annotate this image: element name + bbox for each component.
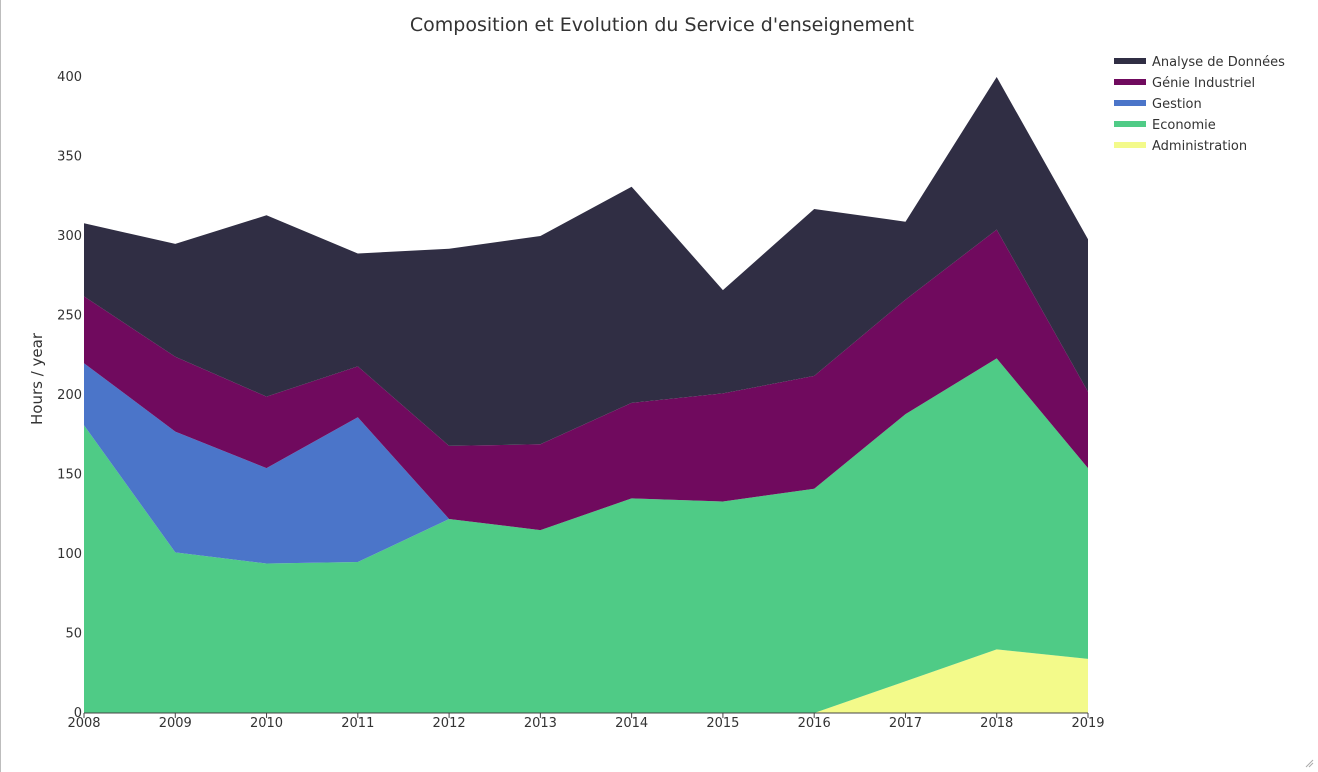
page-left-border [0, 0, 1, 772]
area-gestion[interactable] [84, 358, 1088, 564]
area-genie-industriel[interactable] [84, 229, 1088, 531]
y-tick-label: 300 [57, 229, 82, 244]
legend-item-economie[interactable]: Economie [1114, 118, 1216, 133]
y-tick-label: 0 [74, 706, 82, 721]
area-analyse-de-donnees[interactable] [84, 77, 1088, 446]
legend-label: Génie Industriel [1152, 76, 1255, 91]
legend-item-analyse-de-donnees[interactable]: Analyse de Données [1114, 55, 1285, 70]
y-tick-label: 100 [57, 547, 82, 562]
legend-swatch [1114, 58, 1146, 64]
x-tick-label: 2015 [706, 716, 739, 731]
legend-swatch [1114, 121, 1146, 127]
y-tick-label: 250 [57, 309, 82, 324]
x-tick-label: 2012 [433, 716, 466, 731]
resize-grip-icon[interactable] [1304, 758, 1314, 768]
area-layers [84, 77, 1088, 713]
x-tick-label: 2014 [615, 716, 648, 731]
x-tick-label: 2009 [159, 716, 192, 731]
x-tick-label: 2016 [798, 716, 831, 731]
legend-label: Economie [1152, 118, 1216, 133]
x-tick-label: 2008 [67, 716, 100, 731]
y-tick-label: 150 [57, 468, 82, 483]
y-axis-title: Hours / year [28, 332, 46, 425]
y-axis-ticks: 0 50 100 150 200 250 300 350 400 [57, 70, 82, 721]
x-tick-label: 2019 [1071, 716, 1104, 731]
legend: Analyse de Données Génie Industriel Gestio… [1114, 55, 1285, 154]
x-tick-label: 2017 [889, 716, 922, 731]
legend-swatch [1114, 79, 1146, 85]
y-tick-label: 400 [57, 70, 82, 85]
y-tick-label: 50 [65, 627, 82, 642]
legend-item-gestion[interactable]: Gestion [1114, 97, 1202, 112]
legend-swatch [1114, 100, 1146, 106]
area-economie[interactable] [84, 358, 1088, 713]
x-tick-label: 2013 [524, 716, 557, 731]
legend-label: Administration [1152, 139, 1247, 154]
x-tick-label: 2010 [250, 716, 283, 731]
chart-title: Composition et Evolution du Service d'en… [410, 14, 914, 36]
y-tick-label: 350 [57, 150, 82, 165]
x-tick-label: 2018 [980, 716, 1013, 731]
legend-label: Gestion [1152, 97, 1202, 112]
legend-swatch [1114, 142, 1146, 148]
legend-item-administration[interactable]: Administration [1114, 139, 1247, 154]
legend-label: Analyse de Données [1152, 55, 1285, 70]
x-tick-label: 2011 [341, 716, 374, 731]
x-axis-ticks: 2008 2009 2010 2011 2012 2013 2014 2015 2016 2017… [67, 713, 1105, 731]
area-administration[interactable] [814, 649, 1088, 713]
legend-item-genie-industriel[interactable]: Génie Industriel [1114, 76, 1255, 91]
y-tick-label: 200 [57, 388, 82, 403]
